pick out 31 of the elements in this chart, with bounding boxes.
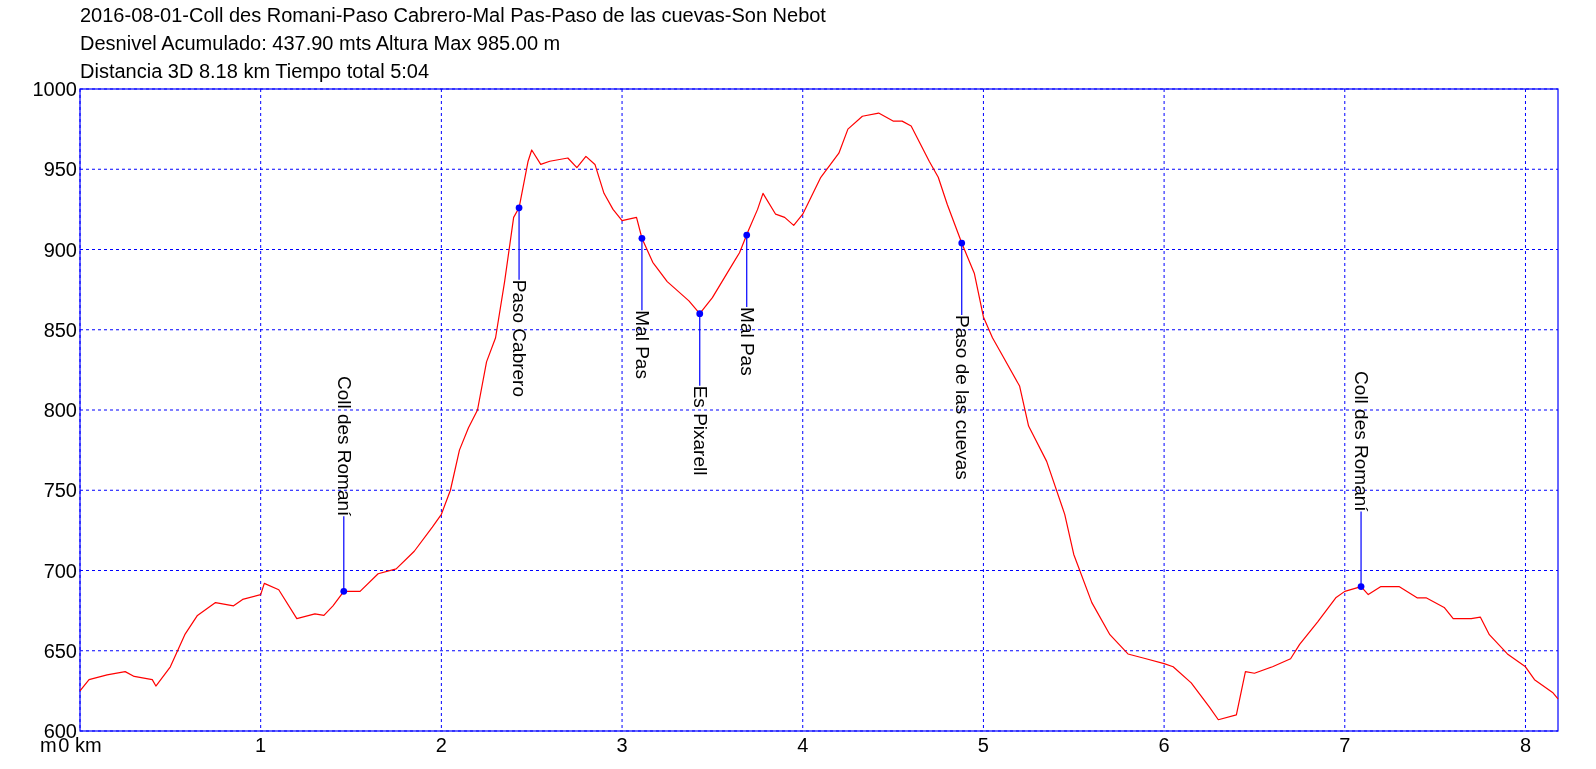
y-tick-label: 750 [43,479,77,502]
y-tick-label: 650 [43,639,77,662]
y-tick-label: 800 [43,399,77,421]
y-tick-label: 1000 [32,78,77,100]
x-tick-label: 2 [435,734,447,756]
point [340,587,348,595]
x-tick-label: 5 [977,734,989,756]
annotation: Paso Cabrero [509,279,531,397]
point [958,239,966,247]
annotation: Coll des Romaní [1351,371,1373,513]
x-tick-label: 3 [616,734,628,756]
y-tick-label: 850 [43,318,77,341]
chart-subtitle: Desnivel Acumulado: 437.90 mts Altura Max 985.00 m [80,32,561,54]
annotation: Mal Pas [736,307,758,376]
annotation: Mal Pas [631,310,653,379]
x-tick-label: 4 [797,734,809,756]
y-tick-label: 950 [43,158,77,181]
x-tick-label: 6 [1158,734,1170,756]
point [696,310,704,318]
x-tick-label: 7 [1339,734,1351,756]
annotation: Coll des Romaní [333,375,355,518]
x-tick-label: 8 [1519,734,1532,756]
x-tick-label: 1 [255,734,267,756]
chart-title: 2016-08-01-Coll des Romani-Paso Cabrero-Mal Pas-Paso de las cuevas-Son Nebot [80,4,827,26]
annotation: Es Pixarell [689,385,711,476]
text: Distancia 3D 8.18 km Tiempo total 5:04 [80,60,430,82]
point [743,231,751,239]
y-tick-label: 900 [43,238,77,261]
y-tick-label: 700 [43,559,77,582]
annotation: Paso de las cuevas [951,315,973,480]
line-series [79,112,1559,721]
